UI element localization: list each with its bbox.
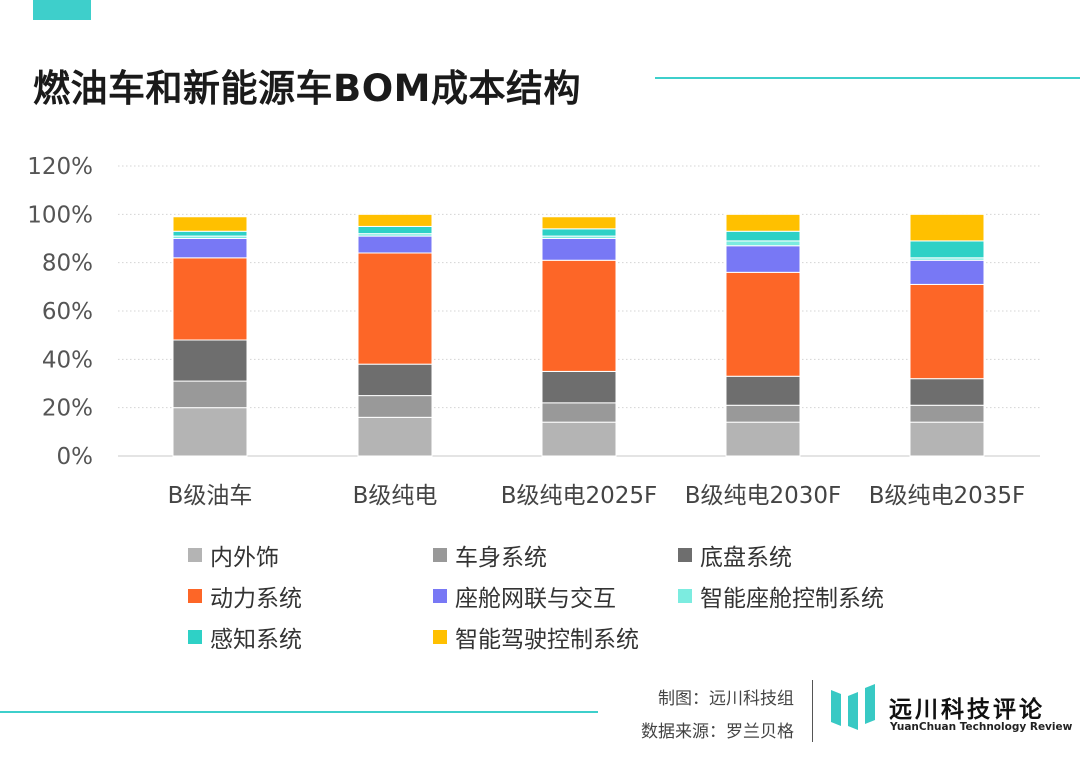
bar-segment	[357, 235, 433, 254]
chart-title: 燃油车和新能源车BOM成本结构	[33, 67, 581, 110]
bar-segment	[725, 271, 801, 377]
x-tick-label: B级纯电2030F	[685, 483, 842, 509]
y-tick-label: 20%	[42, 396, 93, 422]
bar-segment	[357, 252, 433, 365]
footer-accent-line	[0, 711, 598, 713]
y-tick-label: 100%	[27, 202, 93, 228]
legend-swatch	[678, 589, 692, 603]
legend-swatch	[433, 589, 447, 603]
x-tick-label: B级纯电2035F	[869, 483, 1026, 509]
legend-swatch	[678, 548, 692, 562]
bar-segment	[725, 213, 801, 232]
title-accent-line	[655, 77, 1080, 79]
bar-segment	[172, 257, 248, 341]
legend-item: 智能座舱控制系统	[678, 579, 884, 613]
legend-label: 内外饰	[210, 545, 279, 571]
legend-swatch	[433, 548, 447, 562]
bar-segment	[172, 238, 248, 259]
x-tick-label: B级油车	[168, 483, 253, 509]
legend-item: 底盘系统	[678, 538, 792, 572]
bar-segment	[357, 416, 433, 457]
bar-stacks	[172, 213, 985, 457]
legend-label: 底盘系统	[700, 545, 792, 571]
bar-segment	[909, 240, 985, 259]
bar-segment	[725, 421, 801, 457]
bar-segment	[909, 404, 985, 423]
y-tick-label: 40%	[42, 347, 93, 373]
legend-label: 智能座舱控制系统	[700, 586, 884, 612]
bar-segment	[357, 395, 433, 418]
bar-segment	[357, 213, 433, 227]
bar-segment	[172, 230, 248, 237]
y-tick-label: 0%	[57, 444, 94, 470]
bar-segment	[725, 245, 801, 273]
bar-segment	[541, 402, 617, 423]
footer-divider	[812, 680, 813, 742]
top-accent-bar	[33, 0, 91, 20]
x-axis-ticks: B级油车 B级纯电 B级纯电2025F B级纯电2030F B级纯电2035F	[168, 483, 1026, 509]
bar-segment	[909, 259, 985, 285]
bar-segment	[909, 213, 985, 242]
bar-segment	[357, 225, 433, 235]
bar-segment	[909, 421, 985, 457]
brand-name-english: YuanChuan Technology Review	[890, 721, 1073, 733]
bar-segment	[725, 240, 801, 247]
y-tick-label: 80%	[42, 251, 93, 277]
bar-segment	[541, 421, 617, 457]
legend-swatch	[188, 630, 202, 644]
x-tick-label: B级纯电	[353, 483, 438, 509]
bar-segment	[172, 339, 248, 382]
brand-name: 远川科技评论	[889, 697, 1045, 723]
legend-item: 感知系统	[188, 620, 302, 654]
bar-segment	[172, 407, 248, 457]
y-tick-label: 60%	[42, 299, 93, 325]
bar-segment	[541, 370, 617, 404]
bar-segment	[541, 259, 617, 372]
x-tick-label: B级纯电2025F	[501, 483, 658, 509]
legend-item: 内外饰	[188, 538, 279, 572]
bar-segment	[357, 363, 433, 397]
legend-swatch	[188, 589, 202, 603]
bar-segment	[541, 238, 617, 261]
chart-credit: 制图：远川科技组	[658, 689, 794, 709]
legend-label: 动力系统	[210, 586, 302, 612]
bar-segment	[909, 378, 985, 406]
bar-segment	[541, 216, 617, 230]
bar-segment	[172, 380, 248, 409]
legend-label: 座舱网联与交互	[455, 586, 616, 612]
bar-segment	[541, 228, 617, 237]
legend-item: 智能驾驶控制系统	[433, 620, 639, 654]
bar-segment	[725, 375, 801, 406]
bar-segment	[725, 230, 801, 242]
y-tick-label: 120%	[27, 154, 93, 180]
legend-label: 车身系统	[455, 545, 547, 571]
legend-swatch	[433, 630, 447, 644]
bar-segment	[909, 283, 985, 380]
legend-item: 动力系统	[188, 579, 302, 613]
legend-item: 车身系统	[433, 538, 547, 572]
stacked-bar-chart: 0% 20% 40% 60% 80% 100% 120% B级油车 B级纯电 B级纯电2025F…	[27, 154, 1040, 509]
bar-segment	[172, 216, 248, 232]
legend-item: 座舱网联与交互	[433, 579, 616, 613]
legend-label: 感知系统	[210, 627, 302, 653]
data-source: 数据来源：罗兰贝格	[641, 722, 794, 742]
bar-segment	[725, 404, 801, 423]
legend-label: 智能驾驶控制系统	[455, 627, 639, 653]
y-axis-ticks: 0% 20% 40% 60% 80% 100% 120%	[27, 154, 93, 470]
brand-logo-icon	[831, 684, 875, 730]
legend-swatch	[188, 548, 202, 562]
